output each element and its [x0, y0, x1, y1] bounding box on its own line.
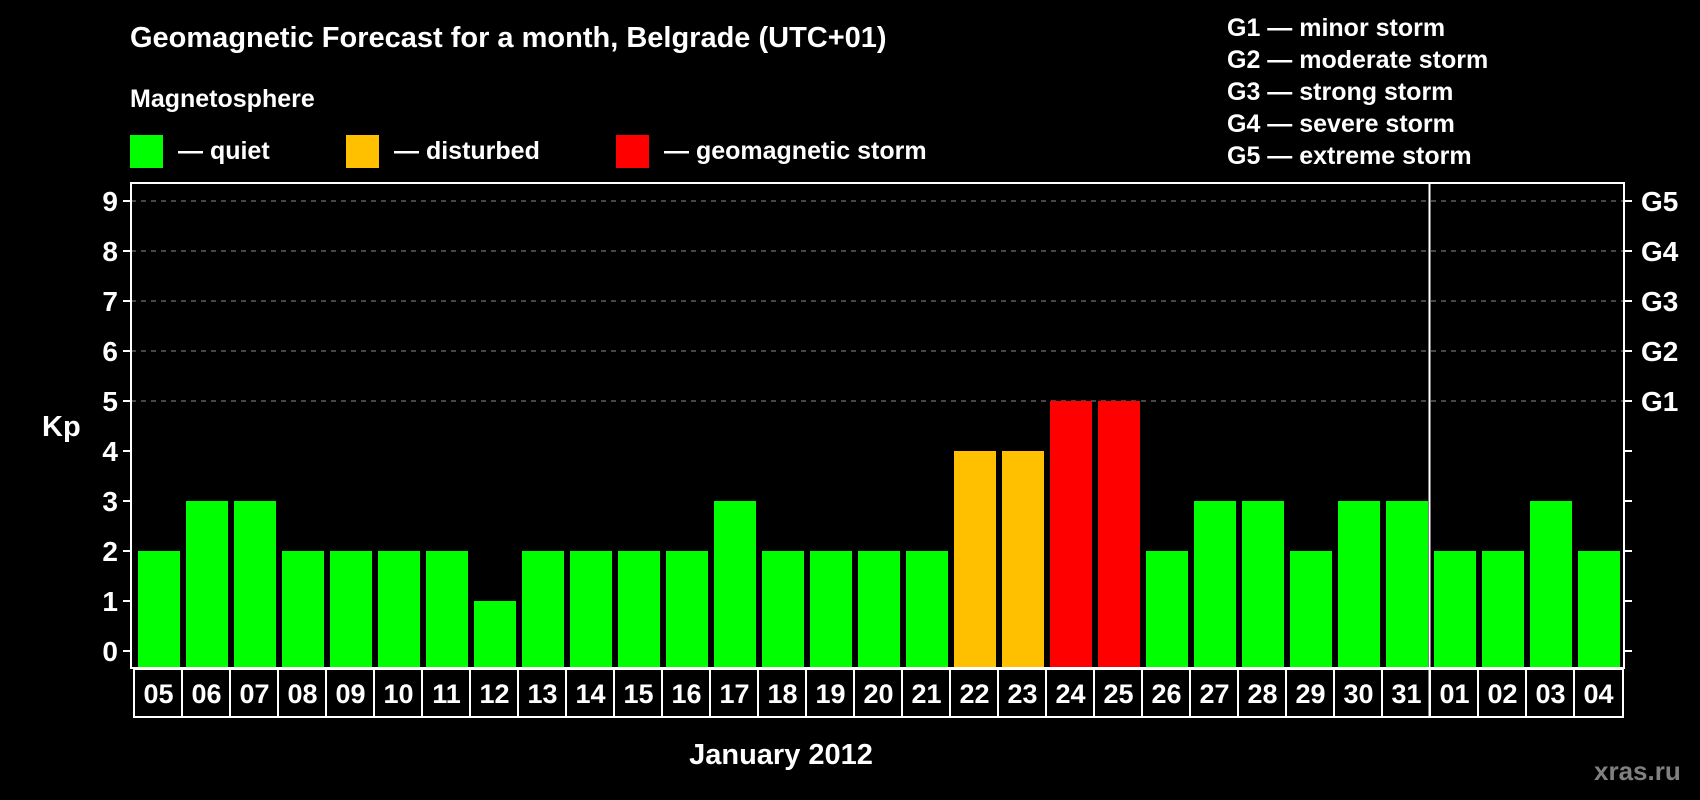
y-tick-label: 6 — [102, 336, 118, 367]
x-tick-label-29: 29 — [1295, 679, 1325, 709]
g-scale-label-g3: G3 — [1641, 286, 1678, 317]
bar-22 — [954, 451, 996, 668]
x-tick-label-02: 02 — [1487, 679, 1517, 709]
y-axis-label: Kp — [42, 411, 81, 443]
x-tick-label-19: 19 — [815, 679, 845, 709]
chart-title: Geomagnetic Forecast for a month, Belgra… — [130, 22, 887, 54]
x-tick-label-25: 25 — [1103, 679, 1133, 709]
y-tick-label: 9 — [102, 186, 118, 217]
storm-scale-legend: G1 — minor storm G2 — moderate storm G3 … — [1227, 12, 1488, 172]
bar-11 — [426, 551, 468, 668]
bar-17 — [714, 501, 756, 668]
y-tick-label: 8 — [102, 236, 118, 267]
bar-14 — [570, 551, 612, 668]
y-tick-label: 3 — [102, 486, 118, 517]
bar-18 — [762, 551, 804, 668]
bar-12 — [474, 601, 516, 668]
x-tick-label-14: 14 — [575, 679, 605, 709]
watermark: xras.ru — [1594, 756, 1681, 786]
x-axis-label: January 2012 — [689, 739, 873, 771]
x-tick-label-06: 06 — [191, 679, 221, 709]
bar-03 — [1530, 501, 1572, 668]
y-tick-label: 7 — [102, 286, 118, 317]
x-tick-label-20: 20 — [863, 679, 893, 709]
y-tick-label: 4 — [102, 436, 118, 467]
g-scale-label-g1: G1 — [1641, 386, 1678, 417]
bar-27 — [1194, 501, 1236, 668]
x-tick-label-30: 30 — [1343, 679, 1373, 709]
legend-label-quiet: — quiet — [178, 137, 270, 165]
x-tick-label-17: 17 — [719, 679, 749, 709]
storm-scale-g2: G2 — moderate storm — [1227, 46, 1489, 74]
legend-label-storm: — geomagnetic storm — [664, 137, 927, 165]
legend-item-quiet: — quiet — [130, 135, 270, 168]
bar-16 — [666, 551, 708, 668]
x-tick-label-10: 10 — [383, 679, 413, 709]
bar-31 — [1386, 501, 1428, 668]
x-tick-label-08: 08 — [287, 679, 317, 709]
x-tick-label-27: 27 — [1199, 679, 1229, 709]
g-scale-label-g2: G2 — [1641, 336, 1678, 367]
legend-label-disturbed: — disturbed — [394, 137, 540, 165]
bar-07 — [234, 501, 276, 668]
bar-25 — [1098, 401, 1140, 668]
x-tick-label-18: 18 — [767, 679, 797, 709]
bar-04 — [1578, 551, 1620, 668]
storm-scale-g3: G3 — strong storm — [1227, 78, 1454, 106]
bar-29 — [1290, 551, 1332, 668]
x-tick-label-04: 04 — [1583, 679, 1613, 709]
bar-24 — [1050, 401, 1092, 668]
x-tick-label-01: 01 — [1439, 679, 1469, 709]
legend-item-storm: — geomagnetic storm — [616, 135, 927, 168]
bar-06 — [186, 501, 228, 668]
x-tick-label-28: 28 — [1247, 679, 1277, 709]
g-scale-label-g5: G5 — [1641, 186, 1678, 217]
y-tick-label: 1 — [102, 586, 118, 617]
x-tick-label-05: 05 — [143, 679, 173, 709]
x-tick-label-16: 16 — [671, 679, 701, 709]
x-tick-label-26: 26 — [1151, 679, 1181, 709]
legend-item-disturbed: — disturbed — [346, 135, 540, 168]
bar-01 — [1434, 551, 1476, 668]
bar-23 — [1002, 451, 1044, 668]
legend-swatch-quiet — [130, 135, 163, 168]
bar-13 — [522, 551, 564, 668]
y-tick-label: 0 — [102, 636, 118, 667]
bar-28 — [1242, 501, 1284, 668]
legend-swatch-storm — [616, 135, 649, 168]
bar-15 — [618, 551, 660, 668]
x-tick-label-11: 11 — [432, 679, 461, 709]
bar-02 — [1482, 551, 1524, 668]
x-tick-label-21: 21 — [911, 679, 941, 709]
x-tick-label-31: 31 — [1391, 679, 1421, 709]
bar-26 — [1146, 551, 1188, 668]
legend-swatch-disturbed — [346, 135, 379, 168]
bar-09 — [330, 551, 372, 668]
storm-scale-g4: G4 — severe storm — [1227, 110, 1455, 138]
x-tick-label-12: 12 — [479, 679, 509, 709]
x-tick-label-13: 13 — [527, 679, 557, 709]
x-tick-label-15: 15 — [623, 679, 653, 709]
x-tick-label-07: 07 — [239, 679, 269, 709]
bar-20 — [858, 551, 900, 668]
storm-scale-g5: G5 — extreme storm — [1227, 142, 1472, 170]
y-tick-label: 2 — [102, 536, 118, 567]
storm-scale-g1: G1 — minor storm — [1227, 14, 1446, 42]
bar-30 — [1338, 501, 1380, 668]
bar-10 — [378, 551, 420, 668]
bar-21 — [906, 551, 948, 668]
x-tick-label-09: 09 — [335, 679, 365, 709]
x-tick-label-24: 24 — [1055, 679, 1085, 709]
x-label-frame — [133, 668, 1624, 718]
y-tick-label: 5 — [102, 386, 118, 417]
x-tick-label-22: 22 — [959, 679, 989, 709]
bar-19 — [810, 551, 852, 668]
x-tick-label-03: 03 — [1535, 679, 1565, 709]
x-tick-label-23: 23 — [1007, 679, 1037, 709]
bar-05 — [138, 551, 180, 668]
bar-08 — [282, 551, 324, 668]
legend-heading: Magnetosphere — [130, 85, 315, 113]
g-scale-label-g4: G4 — [1641, 236, 1679, 267]
